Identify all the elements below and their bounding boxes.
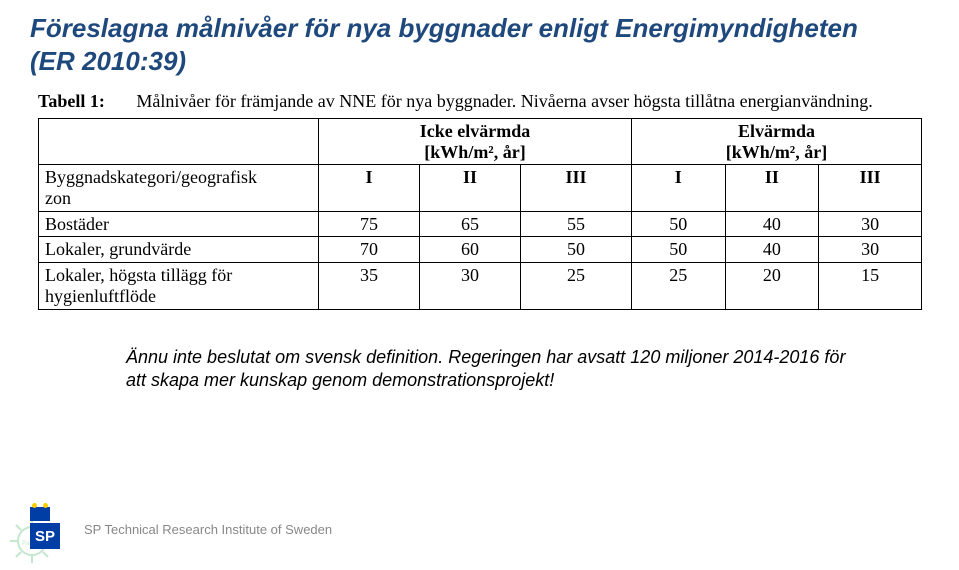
zone-header: III (521, 165, 632, 211)
note-text: Ännu inte beslutat om svensk definition.… (126, 346, 856, 393)
footer: SP SP Technical Research Institute of Sw… (30, 507, 332, 551)
cell: 70 (319, 237, 420, 263)
table-row: Lokaler, grundvärde 70 60 50 50 40 30 (39, 237, 922, 263)
caption-label: Tabell 1: (38, 91, 105, 111)
title-line-2: (ER 2010:39) (30, 46, 186, 76)
caption-text: Målnivåer för främjande av NNE för nya b… (136, 91, 872, 111)
row-label: Bostäder (39, 211, 319, 237)
zone-header: I (632, 165, 726, 211)
cell: 75 (319, 211, 420, 237)
sp-logo-icon: SP (30, 507, 74, 551)
cell: 40 (725, 211, 819, 237)
cell: 50 (632, 211, 726, 237)
cell: 65 (420, 211, 521, 237)
table-row: Bostäder 75 65 55 50 40 30 (39, 211, 922, 237)
table-row: Icke elvärmda [kWh/m², år] Elvärmda [kWh… (39, 119, 922, 165)
cell: 40 (725, 237, 819, 263)
header-blank (39, 119, 319, 165)
table-caption: Tabell 1: Målnivåer för främjande av NNE… (30, 91, 929, 112)
group1-header: Icke elvärmda [kWh/m², år] (319, 119, 632, 165)
slide-title: Föreslagna målnivåer för nya byggnader e… (30, 12, 929, 77)
cell: 30 (420, 263, 521, 309)
category-header: Byggnadskategori/geografisk zon (39, 165, 319, 211)
cell: 50 (632, 237, 726, 263)
cell: 50 (521, 237, 632, 263)
table-row: Lokaler, högsta tillägg för hygienluftfl… (39, 263, 922, 309)
zone-header: II (725, 165, 819, 211)
data-table: Icke elvärmda [kWh/m², år] Elvärmda [kWh… (38, 118, 922, 310)
cell: 20 (725, 263, 819, 309)
footer-text: SP Technical Research Institute of Swede… (84, 522, 332, 537)
zone-header: I (319, 165, 420, 211)
cell: 25 (521, 263, 632, 309)
title-line-1: Föreslagna målnivåer för nya byggnader e… (30, 13, 858, 43)
cell: 60 (420, 237, 521, 263)
cell: 15 (819, 263, 922, 309)
zone-header: II (420, 165, 521, 211)
cell: 55 (521, 211, 632, 237)
row-label: Lokaler, grundvärde (39, 237, 319, 263)
group2-header: Elvärmda [kWh/m², år] (632, 119, 922, 165)
cell: 30 (819, 211, 922, 237)
table-row: Byggnadskategori/geografisk zon I II III… (39, 165, 922, 211)
cell: 30 (819, 237, 922, 263)
row-label: Lokaler, högsta tillägg för hygienluftfl… (39, 263, 319, 309)
cell: 25 (632, 263, 726, 309)
zone-header: III (819, 165, 922, 211)
cell: 35 (319, 263, 420, 309)
